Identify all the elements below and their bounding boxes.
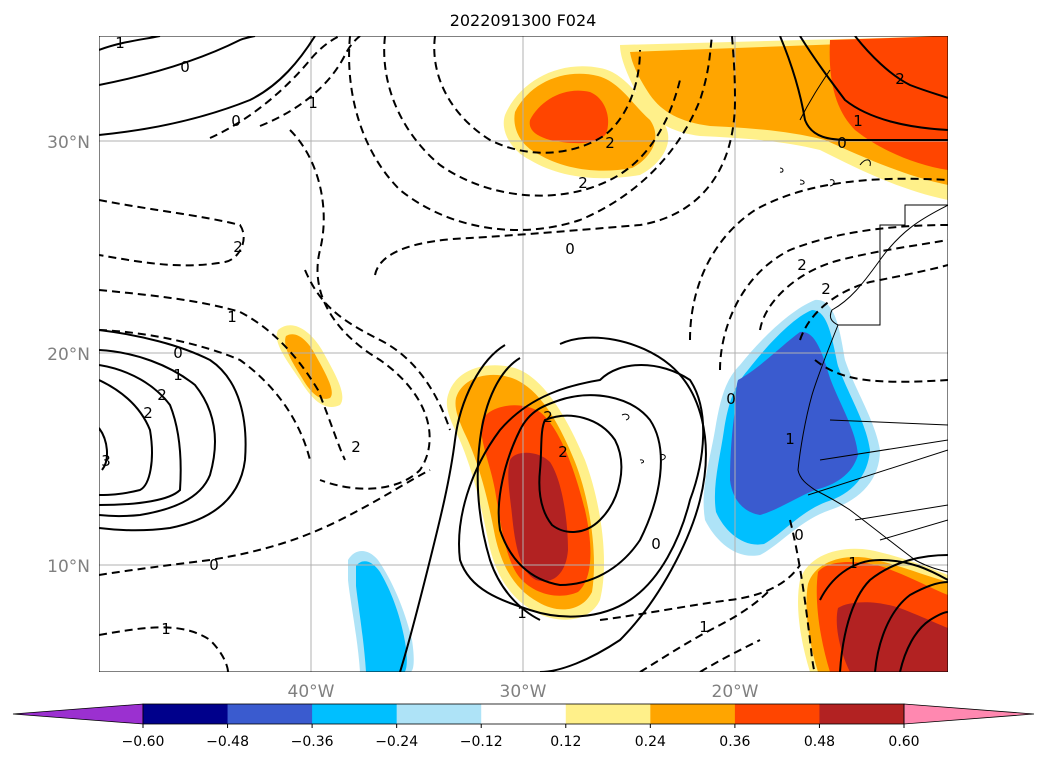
shaded-field [276,36,948,672]
negative-anomaly-region-east-core [730,331,858,515]
gridlines [99,36,948,672]
colorbar-bin [819,704,905,724]
contour-label: 2 [233,238,243,256]
contour-label: 1 [517,604,527,622]
colorbar-bin [481,704,567,724]
figure-title: 2022091300 F024 [450,11,597,30]
map-panel: 0 1 2 0 1 2 2 0 0 1 2 2 0 1 2 2 0 1 2 1 … [99,34,948,672]
colorbar-tick-label: 0.24 [635,734,666,750]
contour-label: 1 [853,112,863,130]
positive-anomaly-region-southeast-core [836,602,948,672]
contour-label: 1 [173,366,183,384]
colorbar-bin [227,704,313,724]
colorbar-bin [312,704,398,724]
colorbar-tick-label: 0.36 [719,734,750,750]
solid-contours [99,36,948,672]
contour-label: 0 [651,535,661,553]
coastlines [621,69,948,573]
contour-label: 2 [543,408,553,426]
contour-label: 2 [351,438,361,456]
colorbar-bin [734,704,820,724]
colorbar-tick-label: −0.36 [291,734,334,750]
lat-label-10n: 10°N [47,557,90,577]
positive-anomaly-region-northeast-core [829,36,948,170]
contour-label: 0 [180,58,190,76]
dashed-contours [99,36,948,672]
contour-label: 1 [161,620,171,638]
contour-label: 2 [558,443,568,461]
contour-label: 0 [209,556,219,574]
positive-anomaly-region-north-core [529,90,609,144]
contour-label: 1 [848,554,858,572]
colorbar-bins [143,704,905,724]
contour-labels: 0 1 2 0 1 2 2 0 0 1 2 2 0 1 2 2 0 1 2 1 … [101,34,905,638]
lat-label-30n: 30°N [47,133,90,153]
contour-label: 1 [227,308,237,326]
lat-label-20n: 20°N [47,345,90,365]
longitude-labels: 40°W 30°W 20°W [288,682,759,702]
contour-label: 2 [143,404,153,422]
positive-anomaly-region-west-inner [285,334,332,399]
contour-label: 0 [231,112,241,130]
colorbar-tick-label: 0.12 [550,734,581,750]
colorbar-frame [142,703,905,725]
latitude-labels: 30°N 20°N 10°N [47,133,90,577]
contour-label: 2 [821,280,831,298]
contour-label: 0 [837,134,847,152]
lon-label-20w: 20°W [712,682,759,702]
lon-label-40w: 40°W [288,682,335,702]
contour-label: 0 [173,344,183,362]
colorbar-over-extension [903,703,1035,725]
colorbar-bin [396,704,482,724]
contour-label: 2 [578,174,588,192]
colorbar-bin [143,704,229,724]
colorbar: −0.60 −0.48 −0.36 −0.24 −0.12 0.12 0.24 0.36 0.4… [12,703,1035,750]
colorbar-tick-label: 0.48 [804,734,835,750]
contour-label: 0 [565,240,575,258]
colorbar-tick-label: −0.12 [460,734,503,750]
colorbar-tick-label: −0.24 [375,734,418,750]
colorbar-tick-label: −0.48 [206,734,249,750]
colorbar-tick-label: 0.60 [888,734,919,750]
contour-label: 0 [794,526,804,544]
contour-label: 1 [115,34,125,52]
colorbar-tick-label: −0.60 [122,734,165,750]
colorbar-under-extension [12,703,144,725]
colorbar-ticks: −0.60 −0.48 −0.36 −0.24 −0.12 0.12 0.24 0.36 0.4… [122,724,920,750]
negative-anomaly-region-southwest-core [356,561,407,672]
colorbar-bin [565,704,651,724]
contour-label: 2 [797,256,807,274]
contour-label: 1 [308,94,318,112]
colorbar-bin [650,704,736,724]
lon-label-30w: 30°W [500,682,547,702]
contour-label: 1 [699,618,709,636]
contour-label: 3 [101,452,111,470]
contour-label: 0 [726,390,736,408]
contour-label: 1 [785,430,795,448]
contour-label: 2 [605,134,615,152]
contour-label: 2 [895,70,905,88]
contour-label: 2 [157,386,167,404]
